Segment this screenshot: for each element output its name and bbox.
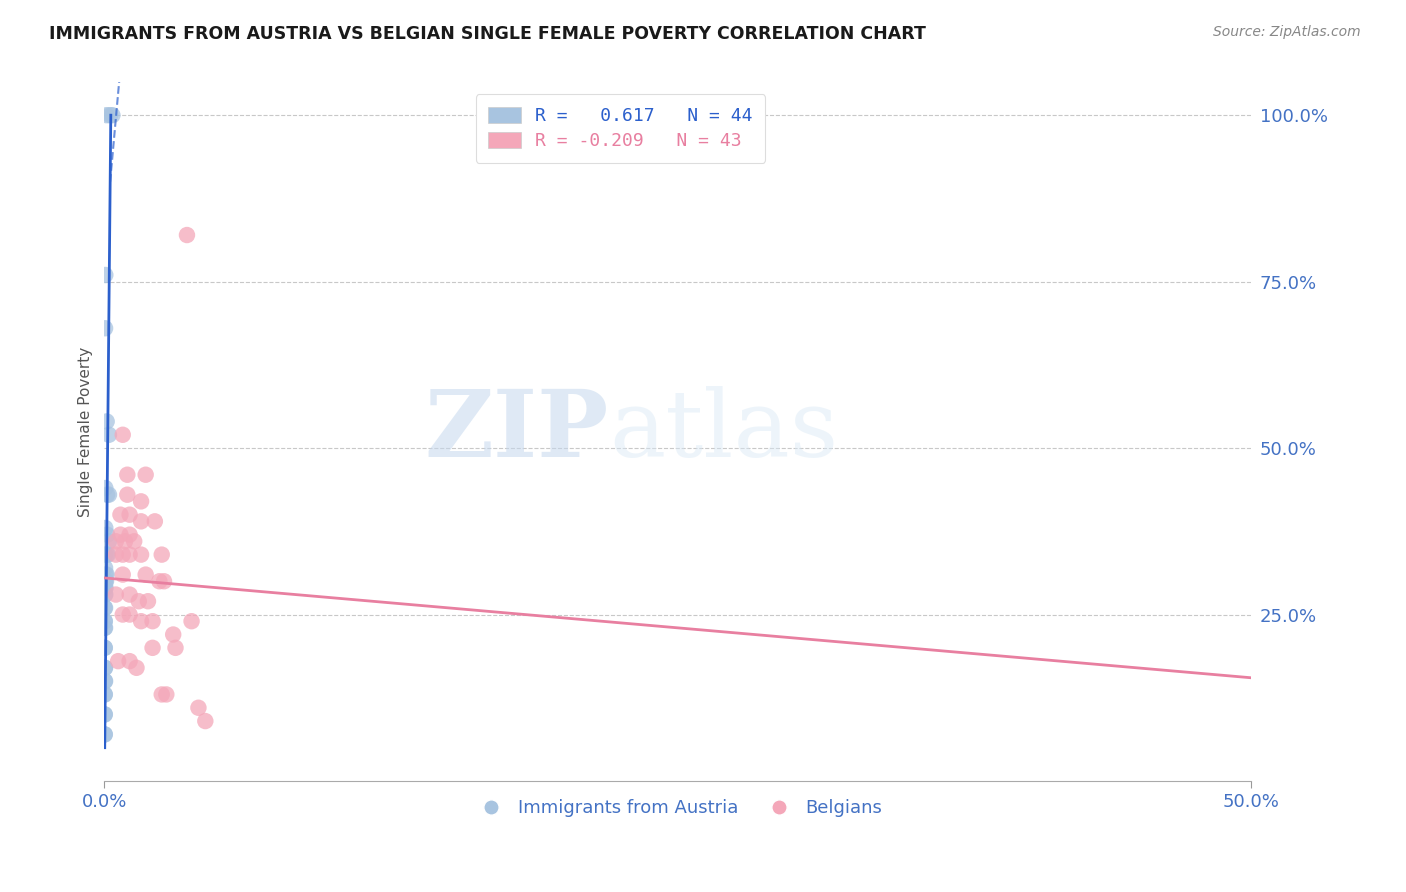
Point: [94, 727, 117, 741]
Point: [104, 588, 127, 602]
Point: [111, 548, 134, 562]
Point: [136, 594, 159, 608]
Point: [93, 707, 115, 722]
Point: [101, 108, 124, 122]
Text: ZIP: ZIP: [425, 386, 609, 476]
Point: [96, 527, 118, 541]
Point: [118, 508, 141, 522]
Point: [129, 614, 152, 628]
Point: [180, 614, 202, 628]
Point: [94, 481, 117, 495]
Point: [94, 674, 117, 689]
Point: [114, 534, 136, 549]
Point: [98, 427, 121, 442]
Point: [94, 674, 117, 689]
Point: [94, 588, 117, 602]
Point: [118, 548, 141, 562]
Point: [94, 588, 117, 602]
Point: [176, 227, 198, 242]
Point: [94, 688, 117, 702]
Point: [104, 548, 127, 562]
Point: [150, 688, 173, 702]
Point: [94, 574, 117, 589]
Point: [96, 567, 118, 582]
Point: [165, 640, 187, 655]
Point: [194, 714, 217, 728]
Point: [94, 640, 117, 655]
Point: [94, 581, 117, 595]
Point: [118, 527, 141, 541]
Point: [94, 561, 117, 575]
Point: [94, 567, 117, 582]
Point: [98, 488, 121, 502]
Point: [94, 621, 117, 635]
Point: [96, 108, 118, 122]
Point: [93, 621, 115, 635]
Point: [93, 614, 115, 628]
Point: [142, 614, 165, 628]
Point: [142, 640, 165, 655]
Point: [135, 567, 157, 582]
Point: [162, 627, 184, 641]
Point: [111, 567, 134, 582]
Point: [118, 588, 141, 602]
Text: atlas: atlas: [609, 386, 838, 476]
Point: [118, 654, 141, 668]
Point: [129, 494, 152, 508]
Point: [94, 548, 117, 562]
Point: [110, 508, 132, 522]
Point: [129, 514, 152, 528]
Point: [128, 594, 150, 608]
Point: [94, 321, 117, 335]
Y-axis label: Single Female Poverty: Single Female Poverty: [79, 346, 93, 516]
Point: [150, 548, 173, 562]
Point: [93, 640, 115, 655]
Point: [111, 427, 134, 442]
Point: [94, 521, 117, 535]
Text: IMMIGRANTS FROM AUSTRIA VS BELGIAN SINGLE FEMALE POVERTY CORRELATION CHART: IMMIGRANTS FROM AUSTRIA VS BELGIAN SINGL…: [49, 25, 927, 43]
Point: [129, 548, 152, 562]
Point: [96, 488, 118, 502]
Point: [93, 688, 115, 702]
Point: [118, 607, 141, 622]
Point: [94, 600, 117, 615]
Point: [110, 527, 132, 541]
Legend: Immigrants from Austria, Belgians: Immigrants from Austria, Belgians: [465, 792, 890, 824]
Point: [143, 514, 166, 528]
Point: [94, 707, 117, 722]
Point: [153, 574, 176, 589]
Point: [94, 661, 117, 675]
Point: [104, 534, 127, 549]
Text: Source: ZipAtlas.com: Source: ZipAtlas.com: [1213, 25, 1361, 39]
Point: [107, 654, 129, 668]
Point: [96, 548, 118, 562]
Point: [98, 108, 121, 122]
Point: [94, 661, 117, 675]
Point: [122, 534, 145, 549]
Point: [187, 700, 209, 714]
Point: [93, 727, 115, 741]
Point: [96, 414, 118, 428]
Point: [98, 534, 121, 549]
Point: [94, 574, 117, 589]
Point: [117, 488, 139, 502]
Point: [93, 600, 115, 615]
Point: [125, 661, 148, 675]
Point: [155, 688, 177, 702]
Point: [117, 467, 139, 482]
Point: [94, 268, 117, 282]
Point: [94, 574, 117, 589]
Point: [111, 607, 134, 622]
Point: [135, 467, 157, 482]
Point: [148, 574, 170, 589]
Point: [97, 548, 120, 562]
Point: [94, 614, 117, 628]
Point: [94, 581, 117, 595]
